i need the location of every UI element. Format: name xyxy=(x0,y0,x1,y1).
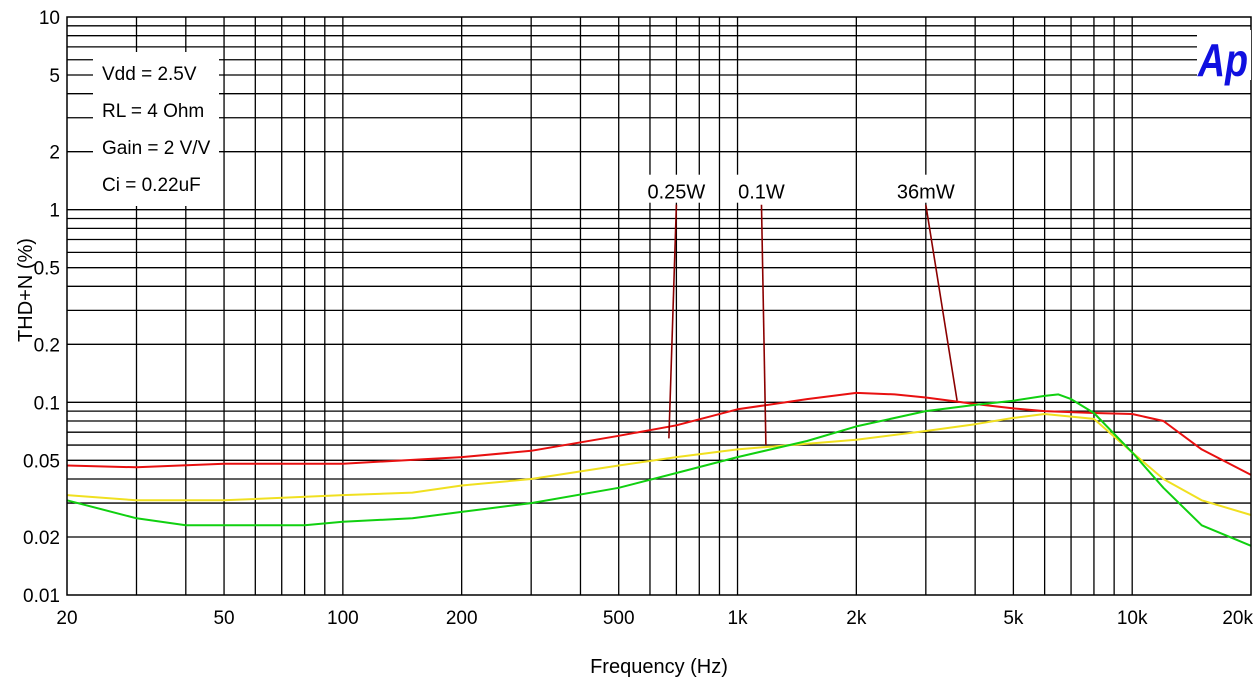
grid-lines xyxy=(67,17,1251,595)
y-tick-label: 0.05 xyxy=(23,451,60,472)
y-tick-labels: 10 5 2 1 0.5 0.2 0.1 0.05 0.02 0.01 xyxy=(23,8,60,607)
series-line-3 xyxy=(66,393,1252,547)
x-tick-label: 1k xyxy=(727,608,748,629)
series-layer xyxy=(66,391,1252,547)
ap-logo: Ap xyxy=(1197,34,1248,86)
callout-label-bg xyxy=(893,174,958,203)
callout-layer: 0.25W 0.1W 36mW xyxy=(644,174,958,446)
callout-leader-line xyxy=(668,204,678,439)
y-tick-label: 0.01 xyxy=(23,586,60,607)
logo-background xyxy=(1197,30,1251,80)
x-axis-title: Frequency (Hz) xyxy=(590,656,728,678)
condition-gain: Gain = 2 V/V xyxy=(102,138,211,159)
callout-leader-line xyxy=(760,204,767,446)
x-tick-label: 20k xyxy=(1222,608,1253,629)
x-tick-labels: 20 50 100 200 500 1k 2k 5k 10k 20k xyxy=(56,608,1253,629)
y-tick-label: 1 xyxy=(49,201,60,222)
plot-frame xyxy=(66,16,1252,596)
x-tick-label: 100 xyxy=(327,608,359,629)
callout-leader-line xyxy=(925,204,958,401)
condition-rl: RL = 4 Ohm xyxy=(102,101,204,122)
condition-vdd: Vdd = 2.5V xyxy=(102,64,197,85)
x-tick-label: 2k xyxy=(846,608,867,629)
series-line-2 xyxy=(66,413,1252,516)
x-tick-label: 200 xyxy=(446,608,478,629)
y-tick-label: 0.2 xyxy=(34,335,60,356)
callout-label-3: 36mW xyxy=(897,182,955,204)
conditions-box: Vdd = 2.5V RL = 4 Ohm Gain = 2 V/V Ci = … xyxy=(93,52,219,206)
y-axis-title: THD+N (%) xyxy=(15,238,37,342)
x-tick-label: 10k xyxy=(1117,608,1148,629)
y-tick-label: 0.02 xyxy=(23,528,60,549)
callout-label-1: 0.25W xyxy=(647,182,705,204)
x-tick-label: 5k xyxy=(1003,608,1024,629)
y-tick-label: 5 xyxy=(49,66,60,87)
callout-label-bg xyxy=(729,174,794,203)
condition-ci: Ci = 0.22uF xyxy=(102,175,201,196)
callout-label-bg xyxy=(644,174,709,203)
series-line-1 xyxy=(66,391,1252,476)
y-tick-label: 10 xyxy=(39,8,60,29)
x-tick-label: 500 xyxy=(603,608,635,629)
callout-label-2: 0.1W xyxy=(738,182,785,204)
y-tick-label: 2 xyxy=(49,143,60,164)
x-tick-label: 50 xyxy=(213,608,234,629)
y-tick-label: 0.5 xyxy=(34,259,60,280)
y-tick-label: 0.1 xyxy=(34,393,60,414)
x-tick-label: 20 xyxy=(56,608,77,629)
